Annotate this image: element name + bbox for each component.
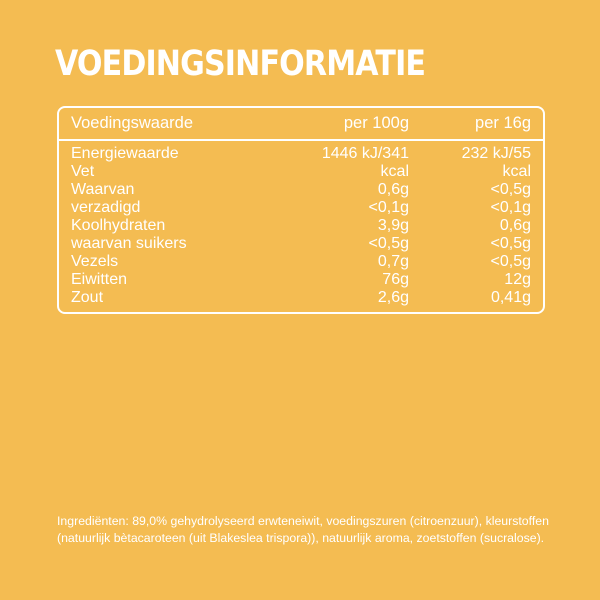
nutrient-name: Eiwitten xyxy=(71,271,128,288)
nutrient-name: Vezels xyxy=(71,253,119,270)
value-per-serving: <0,1g xyxy=(490,199,531,216)
header-per-serving: per 16g xyxy=(475,114,531,132)
table-row: Energiewaarde 1446 kJ/341 232 kJ/55 xyxy=(59,145,543,163)
value-per-100g: 2,6g xyxy=(377,289,409,306)
table-row: waarvan suikers <0,5g <0,5g xyxy=(59,235,543,253)
value-per-serving: <0,5g xyxy=(490,181,531,198)
table-row: Eiwitten 76g 12g xyxy=(59,271,543,289)
ingredients-text: Ingrediënten: 89,0% gehydrolyseerd erwte… xyxy=(57,514,549,545)
value-per-serving: 0,41g xyxy=(490,289,531,306)
value-per-serving: kcal xyxy=(502,163,531,180)
header-per-100g: per 100g xyxy=(343,114,409,132)
page-title: VOEDINGSINFORMATIE xyxy=(55,44,426,84)
table-row: verzadigd <0,1g <0,1g xyxy=(59,199,543,217)
value-per-serving: <0,5g xyxy=(490,235,531,252)
table-row: Vet kcal kcal xyxy=(59,163,543,181)
nutrient-name: Zout xyxy=(71,289,104,306)
value-per-serving: 0,6g xyxy=(499,217,531,234)
nutrition-table: Voedingswaarde per 100g per 16g Energiew… xyxy=(57,106,545,314)
value-per-100g: 76g xyxy=(382,271,409,288)
value-per-serving: <0,5g xyxy=(490,253,531,270)
table-row: Zout 2,6g 0,41g xyxy=(59,289,543,307)
nutrient-name: Koolhydraten xyxy=(71,217,166,234)
nutrient-name: Vet xyxy=(71,163,95,180)
nutrient-name: Waarvan xyxy=(71,181,135,198)
table-row: Vezels 0,7g <0,5g xyxy=(59,253,543,271)
header-nutrient: Voedingswaarde xyxy=(71,114,194,132)
nutrient-name: verzadigd xyxy=(71,199,141,216)
value-per-100g: 3,9g xyxy=(377,217,409,234)
nutrient-name: Energiewaarde xyxy=(71,145,179,162)
value-per-100g: 0,6g xyxy=(377,181,409,198)
table-row: Koolhydraten 3,9g 0,6g xyxy=(59,217,543,235)
value-per-100g: 1446 kJ/341 xyxy=(321,145,409,162)
nutrient-name: waarvan suikers xyxy=(71,235,187,252)
value-per-serving: 232 kJ/55 xyxy=(461,145,531,162)
value-per-serving: 12g xyxy=(504,271,531,288)
value-per-100g: kcal xyxy=(380,163,409,180)
table-header: Voedingswaarde per 100g per 16g xyxy=(59,108,543,141)
value-per-100g: <0,5g xyxy=(368,235,409,252)
value-per-100g: 0,7g xyxy=(377,253,409,270)
table-row: Waarvan 0,6g <0,5g xyxy=(59,181,543,199)
value-per-100g: <0,1g xyxy=(368,199,409,216)
